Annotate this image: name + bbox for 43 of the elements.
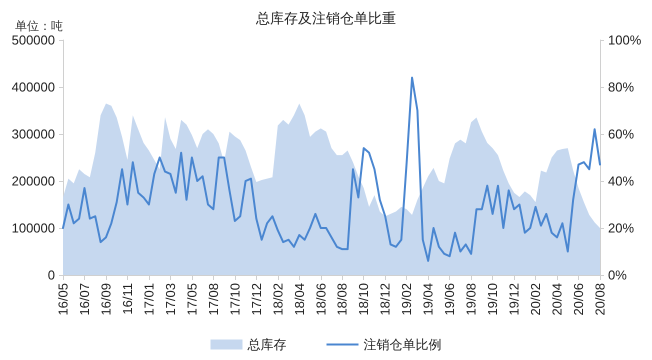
x-tick-label: 18/06: [313, 283, 328, 316]
line-series: [62, 76, 601, 262]
x-tick-label: 17/08: [206, 283, 221, 316]
y-tick-label: 300000: [12, 126, 55, 142]
x-tick-label: 18/08: [334, 283, 350, 316]
y2-tick-label: 80%: [608, 80, 634, 94]
x-tick-label: 16/07: [76, 283, 92, 316]
x-tick-label: 19/06: [442, 283, 458, 316]
x-tick-label: 20/08: [592, 283, 608, 316]
x-tick-label: 19/08: [464, 283, 479, 316]
x-tick-label: 16/11: [120, 283, 135, 315]
x-tick-label: 20/04: [550, 283, 565, 316]
y-axis-title: 单位：吨: [15, 19, 63, 33]
x-tick-label: 17/03: [162, 283, 178, 316]
y-tick-label: 500000: [12, 32, 55, 48]
x-tick-label: 20/06: [571, 283, 586, 316]
legend-label: 总库存: [246, 337, 286, 352]
y2-tick-label: 0%: [608, 268, 628, 282]
y-tick-label: 400000: [12, 80, 55, 94]
x-tick-label: 19/04: [420, 283, 436, 316]
x-tick-label: 17/10: [227, 283, 242, 316]
x-tick-label: 17/01: [141, 283, 156, 316]
legend-label: 注销仓单比例: [364, 337, 442, 352]
chart-title: 总库存及注销仓单比重: [255, 10, 396, 26]
y-tick-label: 200000: [12, 174, 55, 188]
x-tick-label: 19/02: [399, 283, 414, 316]
x-tick-label: 19/12: [506, 283, 522, 316]
x-tick-label: 17/12: [248, 283, 264, 316]
x-tick-label: 18/12: [378, 283, 393, 316]
y2-tick-label: 60%: [608, 126, 634, 142]
x-tick-label: 19/10: [485, 283, 500, 316]
y-tick-label: 100000: [12, 220, 55, 236]
y2-tick-label: 100%: [608, 32, 642, 48]
x-tick-label: 16/09: [98, 283, 114, 316]
y2-tick-label: 40%: [608, 174, 634, 188]
x-tick-label: 16/05: [56, 283, 70, 316]
x-tick-label: 18/04: [292, 283, 307, 316]
x-tick-label: 20/02: [528, 283, 544, 316]
x-tick-label: 17/05: [184, 283, 200, 316]
y2-tick-label: 20%: [608, 220, 634, 236]
x-tick-label: 18/02: [270, 283, 286, 316]
x-tick-label: 18/10: [356, 283, 372, 316]
y-tick-label: 0: [48, 268, 55, 282]
